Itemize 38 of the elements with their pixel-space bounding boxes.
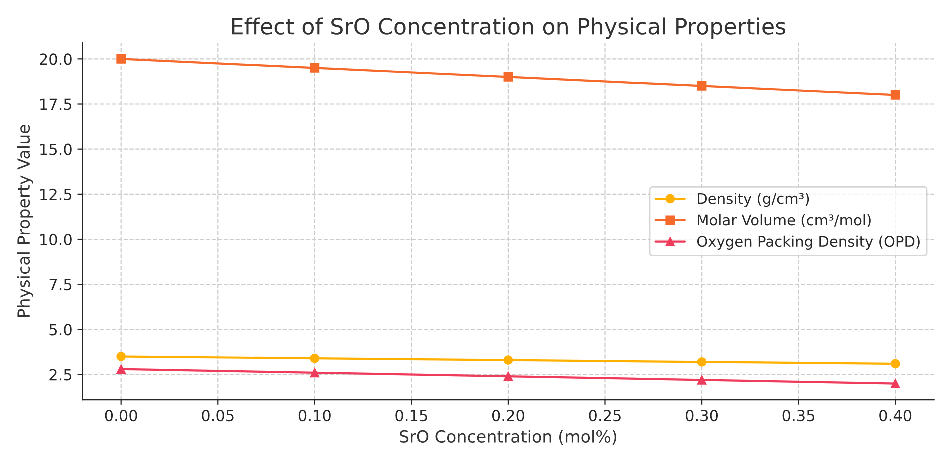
y-tick-label: 2.5 (50, 369, 72, 381)
point (116, 352, 126, 362)
point (697, 82, 707, 91)
point (890, 359, 900, 369)
point (116, 364, 126, 374)
x-tick-label: 0.25 (589, 410, 621, 422)
x-tick-label: 0.20 (492, 410, 524, 422)
x-tick-label: 0.40 (880, 410, 912, 422)
x-tick-label: 0.10 (298, 410, 331, 422)
legend-label: Oxygen Packing Density (OPD) (697, 236, 920, 250)
y-tick-label: 17.5 (40, 98, 72, 110)
point (697, 357, 707, 367)
x-tick-label: 0.00 (105, 410, 138, 422)
point (310, 368, 320, 378)
x-tick-label: 0.05 (202, 410, 234, 422)
point (310, 354, 320, 364)
y-tick-label: 7.5 (50, 279, 72, 291)
x-tick-label: 0.15 (396, 410, 428, 422)
point (697, 375, 707, 385)
y-tick-label: 5.0 (50, 324, 72, 336)
point (116, 54, 126, 64)
point (310, 63, 320, 73)
x-axis-title: SrO Concentration (mol%) (400, 430, 617, 445)
point (504, 356, 514, 366)
x-tick-label: 0.30 (686, 410, 718, 422)
y-tick-label: 12.5 (40, 188, 72, 200)
y-tick-label: 20.0 (40, 54, 72, 66)
legend-label: Density (g/cm³) (698, 193, 810, 208)
legend-label: Molar Volume (cm³/mol) (698, 214, 871, 228)
point (890, 90, 900, 100)
point (504, 372, 514, 382)
point (890, 379, 900, 388)
y-tick-label: 10.0 (40, 234, 72, 246)
point (504, 72, 514, 82)
x-tick-label: 0.35 (782, 410, 814, 422)
y-tick-label: 15.0 (40, 144, 72, 156)
chart-title: Effect of SrO Concentration on Physical Properties (232, 18, 786, 40)
y-axis-title: Physical Property Value (17, 125, 34, 318)
